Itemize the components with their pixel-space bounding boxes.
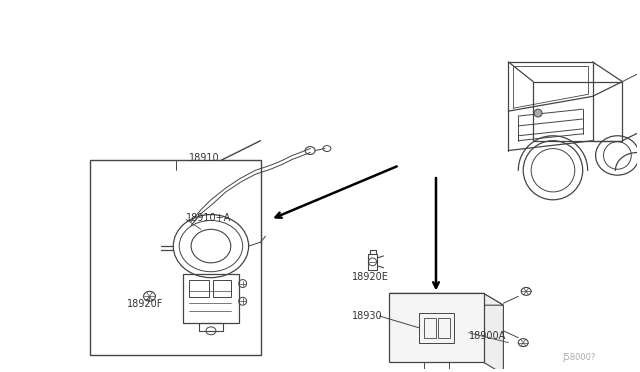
Bar: [438, 318, 450, 338]
Bar: [424, 318, 436, 338]
Text: 18910: 18910: [189, 153, 220, 163]
Polygon shape: [389, 294, 504, 305]
Bar: [419, 313, 454, 343]
Bar: [213, 280, 231, 297]
Bar: [199, 323, 223, 331]
Bar: [389, 294, 484, 362]
Polygon shape: [484, 294, 504, 372]
Text: 18920E: 18920E: [352, 272, 388, 282]
Text: 18900A: 18900A: [468, 331, 506, 341]
Bar: [183, 274, 239, 323]
Text: J58000?: J58000?: [563, 353, 596, 362]
Bar: [189, 280, 209, 297]
Bar: [90, 160, 260, 355]
Text: 18920F: 18920F: [127, 299, 163, 309]
Text: 18910+A: 18910+A: [186, 212, 232, 222]
Ellipse shape: [534, 109, 542, 117]
Text: 18930: 18930: [352, 311, 382, 321]
